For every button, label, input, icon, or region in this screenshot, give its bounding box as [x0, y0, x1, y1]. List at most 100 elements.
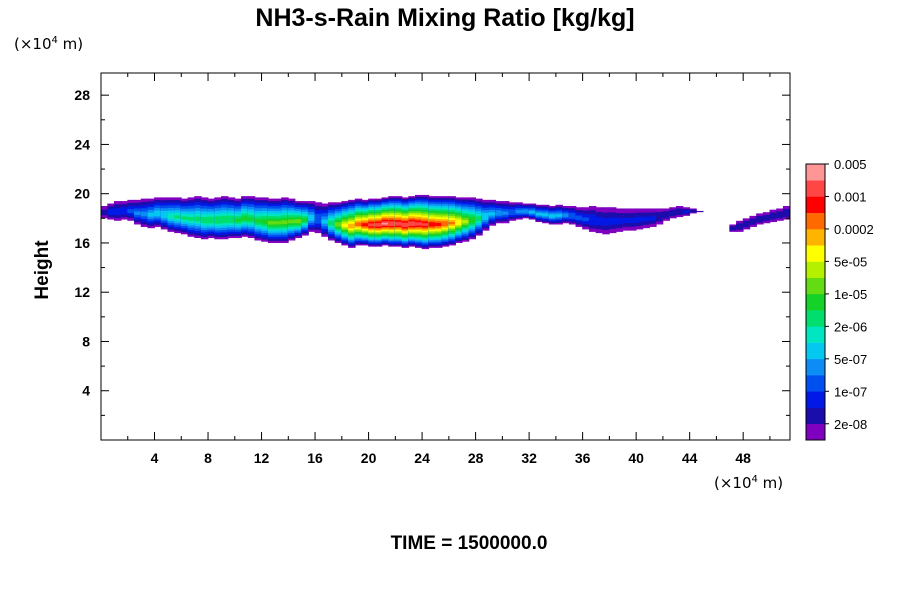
- contour-column: [408, 196, 416, 247]
- colorbar-swatch: [806, 277, 825, 295]
- contour-column: [602, 207, 610, 235]
- contour-column: [522, 203, 530, 219]
- contour-band: [221, 215, 229, 224]
- contour-column: [307, 201, 316, 232]
- contour-band: [749, 218, 757, 225]
- x-tick-label: 12: [254, 450, 270, 466]
- contour-band: [675, 208, 684, 216]
- contour-band: [328, 220, 336, 226]
- x-tick-label: 20: [361, 450, 377, 466]
- contour-band: [461, 219, 470, 224]
- contour-band: [522, 209, 530, 214]
- contour-band: [782, 209, 790, 218]
- contour-column: [689, 208, 697, 214]
- contour-column: [334, 202, 343, 243]
- contour-column: [555, 204, 563, 225]
- contour-column: [568, 206, 577, 225]
- contour-band: [762, 214, 771, 221]
- contour-band: [515, 209, 523, 214]
- colorbar-label: 1e-05: [834, 287, 867, 302]
- colorbar-label: 0.0002: [834, 222, 874, 237]
- y-tick-label: 24: [74, 136, 90, 152]
- contour-column: [120, 201, 129, 220]
- contour-column: [729, 224, 737, 232]
- colorbar-swatch: [806, 293, 825, 311]
- contour-column: [261, 197, 269, 242]
- contour-band: [669, 209, 677, 217]
- contour-band: [689, 209, 697, 213]
- contour-band: [274, 221, 283, 225]
- colorbar: 2e-08 1e-07 5e-07 2e-06 1e-05 5e-05 0.0002 0.00…: [805, 157, 874, 441]
- contour-band: [548, 214, 557, 218]
- contour-band: [147, 212, 155, 217]
- contour-column: [160, 197, 169, 230]
- contour-band: [602, 217, 610, 226]
- y-tick-label: 8: [82, 333, 90, 349]
- contour-column: [481, 199, 490, 231]
- contour-column: [615, 208, 624, 232]
- contour-band: [341, 223, 349, 227]
- x-unit-text: (×10: [714, 474, 752, 492]
- contour-band: [635, 216, 644, 223]
- colorbar-swatch: [806, 342, 825, 360]
- contour-band: [535, 212, 543, 216]
- colorbar-swatch: [806, 326, 825, 343]
- contour-band: [254, 219, 262, 223]
- contour-column: [134, 199, 142, 225]
- contour-band: [113, 207, 122, 216]
- contour-column: [341, 201, 349, 246]
- contour-band: [642, 216, 650, 222]
- contour-band: [241, 216, 249, 221]
- contour-column: [154, 197, 162, 227]
- y-tick-label: 12: [74, 284, 90, 300]
- x-tick-label: 8: [204, 450, 212, 466]
- y-axis-label: Height: [32, 240, 53, 300]
- contour-band: [301, 218, 309, 222]
- contour-band: [649, 216, 657, 221]
- contour-band: [120, 207, 129, 215]
- x-unit-exponent: 4: [752, 474, 758, 485]
- contour-column: [762, 212, 771, 224]
- contour-band: [281, 220, 289, 225]
- contour-band: [736, 223, 744, 230]
- contour-band: [776, 211, 784, 219]
- contour-column: [548, 206, 557, 225]
- x-tick-label: 36: [575, 450, 591, 466]
- contour-column: [100, 206, 109, 219]
- colorbar-label: 2e-06: [834, 319, 867, 334]
- contour-column: [649, 208, 657, 227]
- colorbar-swatch: [806, 245, 825, 262]
- contour-band: [394, 221, 403, 226]
- y-unit-tail: m): [58, 35, 83, 53]
- contour-band: [261, 218, 269, 225]
- x-axis-unit: (×104 m): [714, 474, 783, 492]
- contour-band: [595, 216, 604, 226]
- contour-band: [428, 222, 436, 227]
- contour-band: [588, 214, 597, 226]
- contour-band: [294, 219, 303, 224]
- plot-area: [100, 194, 790, 250]
- contour-column: [488, 199, 497, 226]
- contour-band: [615, 217, 624, 225]
- contour-band: [729, 226, 737, 231]
- contour-column: [214, 197, 222, 240]
- colorbar-label: 1e-07: [834, 384, 867, 399]
- contour-band: [214, 216, 222, 224]
- contour-band: [227, 215, 236, 223]
- contour-band: [435, 222, 443, 226]
- contour-column: [274, 198, 283, 243]
- contour-column: [321, 203, 329, 237]
- contour-column: [622, 208, 630, 231]
- contour-band: [307, 214, 316, 221]
- contour-band: [662, 211, 670, 219]
- contour-column: [415, 194, 423, 248]
- contour-column: [629, 208, 637, 231]
- contour-column: [127, 199, 135, 221]
- x-tick-label: 28: [468, 450, 484, 466]
- contour-column: [247, 196, 256, 239]
- y-unit-exponent: 4: [52, 35, 58, 46]
- contour-band: [321, 219, 329, 224]
- contour-band: [388, 221, 396, 226]
- contour-band: [742, 220, 751, 228]
